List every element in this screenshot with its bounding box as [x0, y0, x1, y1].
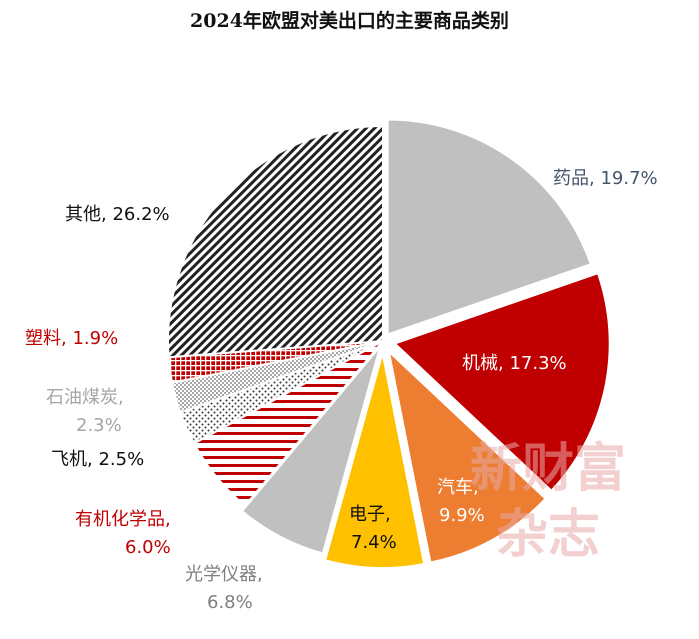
slice-label: 塑料, 1.9%: [25, 328, 118, 349]
slice-labels: 药品, 19.7% 机械, 17.3% 汽车, 9.9% 电子, 7.4% 光学仪器, 6.8…: [25, 168, 658, 613]
pie-slice: [323, 352, 426, 569]
slice-label: 其他, 26.2%: [65, 204, 170, 225]
pie-slice: [167, 124, 384, 359]
chart-title: 2024年欧盟对美出口的主要商品类别: [190, 10, 509, 32]
watermark: 新财富 杂志: [470, 438, 626, 565]
slice-label: 光学仪器, 6.8%: [185, 564, 263, 613]
watermark-line2: 杂志: [496, 504, 600, 565]
slice-label: 有机化学品, 6.0%: [75, 509, 171, 558]
slice-label: 药品, 19.7%: [553, 168, 658, 189]
slice-label: 飞机, 2.5%: [51, 449, 144, 470]
pie-slice: [392, 271, 611, 493]
pie-slice: [387, 348, 547, 564]
pie-slices: [167, 118, 611, 569]
slice-label: 汽车, 9.9%: [437, 477, 485, 526]
watermark-line1: 新财富: [470, 438, 626, 499]
slice-label: 石油煤炭, 2.3%: [46, 387, 124, 436]
slice-label: 机械, 17.3%: [462, 353, 567, 374]
pie-slice: [240, 345, 382, 555]
slice-label: 电子, 7.4%: [349, 504, 397, 553]
pie-slice: [386, 118, 593, 336]
